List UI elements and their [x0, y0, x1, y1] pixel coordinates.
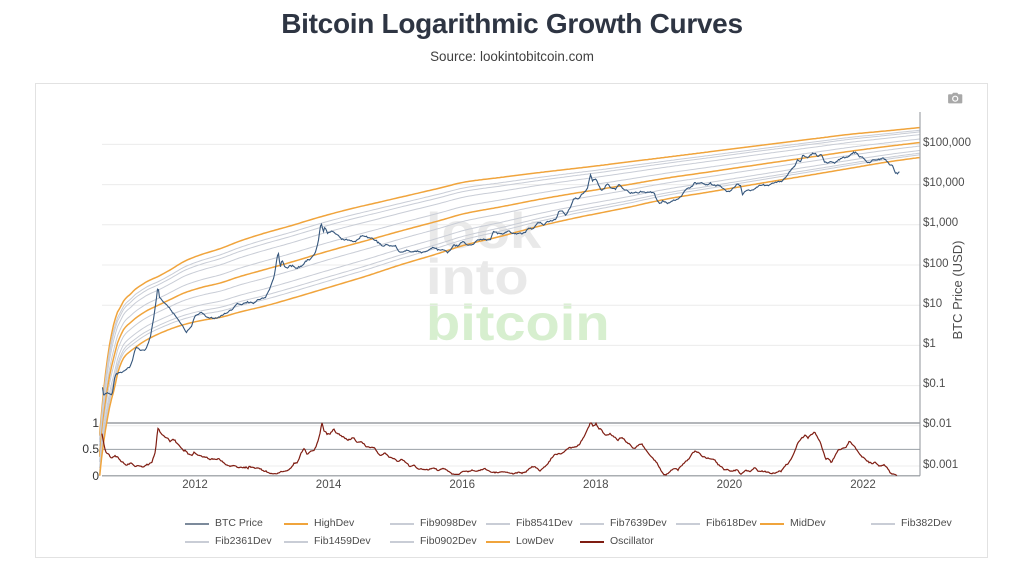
svg-text:BTC Price (USD): BTC Price (USD) [950, 241, 965, 340]
